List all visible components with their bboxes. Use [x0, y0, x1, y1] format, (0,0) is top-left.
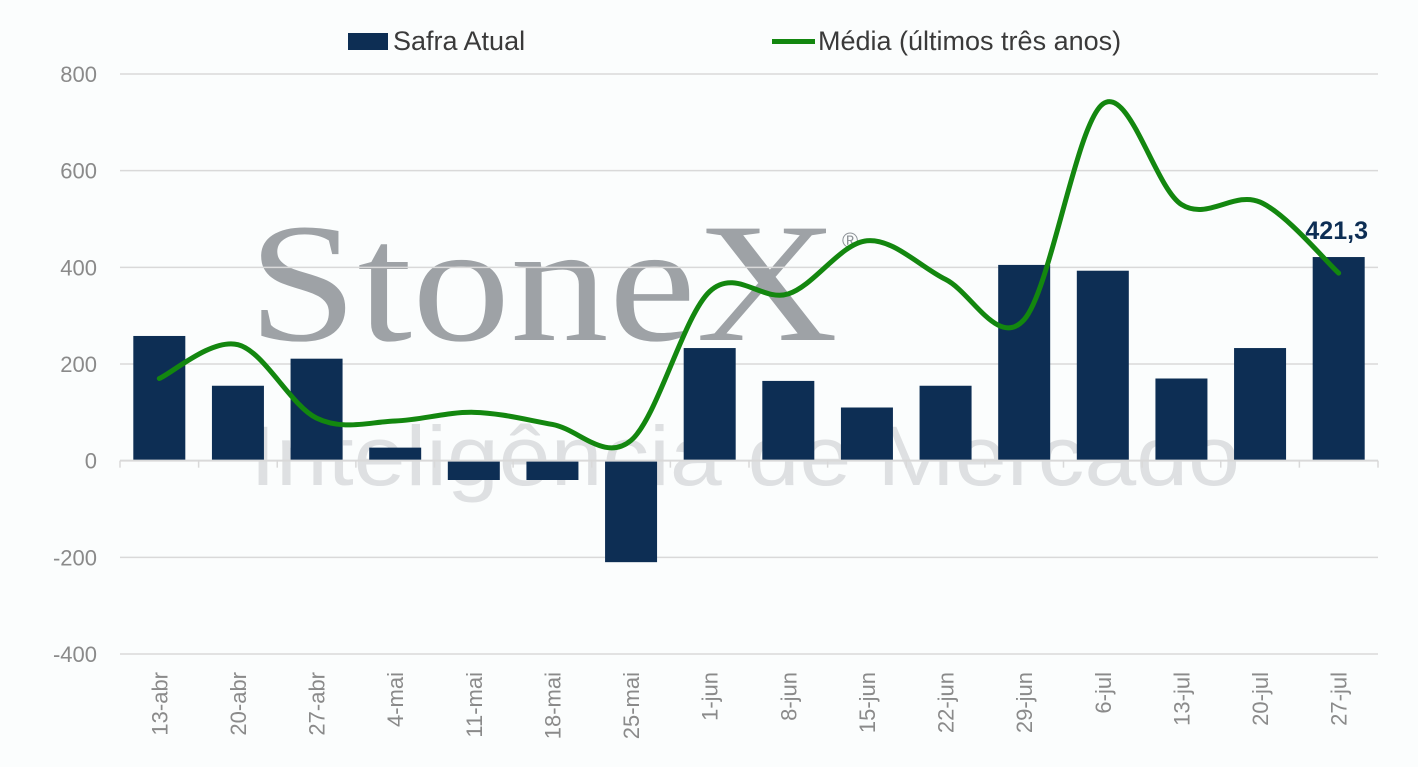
x-axis: [119, 459, 1379, 468]
x-tick-label: 13-abr: [147, 672, 172, 736]
x-tick-label: 20-abr: [226, 672, 251, 736]
data-labels: 421,3: [1305, 217, 1368, 245]
x-tick-label: 27-abr: [305, 672, 330, 736]
x-tick-label: 6-jul: [1091, 672, 1116, 714]
y-tick-label: 0: [85, 449, 97, 474]
legend: Safra Atual Média (últimos três anos): [348, 26, 1121, 56]
y-tick-label: 200: [60, 352, 97, 377]
bar-18-mai: [526, 460, 579, 480]
watermark-brand: StoneX: [248, 189, 838, 377]
x-tick-label: 4-mai: [383, 672, 408, 727]
legend-label-media: Média (últimos três anos): [818, 26, 1121, 56]
bar-27-jul: [1312, 257, 1365, 461]
x-tick-label: 20-jul: [1248, 672, 1273, 726]
line-series: [156, 99, 1342, 451]
x-tick-label: 11-mai: [462, 672, 487, 738]
bar-25-mai: [605, 460, 658, 563]
x-tick-label: 1-jun: [698, 672, 723, 721]
bar-11-mai: [447, 460, 500, 480]
bar-15-jun: [840, 407, 893, 461]
bar-1-jun: [683, 348, 736, 461]
y-tick-label: 400: [60, 255, 97, 280]
bar-13-jul: [1155, 378, 1208, 461]
y-tick-label: 800: [60, 62, 97, 87]
x-tick-labels: 13-abr 20-abr 27-abr 4-mai 11-mai 18-mai 25-ma…: [147, 672, 1351, 739]
bar-20-abr: [211, 385, 264, 461]
bar-22-jun: [919, 385, 972, 461]
x-tick-label: 25-mai: [619, 672, 644, 739]
x-tick-label: 8-jun: [776, 672, 801, 721]
bar-4-mai: [369, 447, 422, 461]
x-tick-label: 22-jun: [934, 672, 959, 733]
y-tick-label: -200: [53, 545, 97, 570]
y-tick-label: -400: [53, 642, 97, 667]
bar-13-abr: [133, 335, 186, 461]
legend-swatch-safra-atual: [348, 33, 388, 50]
bar-20-jul: [1234, 348, 1287, 461]
legend-label-safra-atual: Safra Atual: [393, 26, 525, 56]
bar-series: [133, 257, 1365, 563]
bar-27-abr: [290, 358, 343, 461]
y-axis: 800 600 400 200 0 -200 -400: [53, 62, 97, 667]
line-media-ultimos-tres-anos: [156, 99, 1342, 451]
x-tick-label: 15-jun: [855, 672, 880, 733]
gridlines: [120, 73, 1378, 655]
bar-8-jun: [762, 380, 815, 461]
x-tick-label: 27-jul: [1327, 672, 1352, 726]
x-tick-label: 29-jun: [1012, 672, 1037, 733]
x-tick-label: 13-jul: [1169, 672, 1194, 726]
bar-6-jul: [1076, 270, 1129, 461]
x-tick-label: 18-mai: [540, 672, 565, 739]
bar-29-jun: [998, 264, 1051, 461]
data-label-27-jul: 421,3: [1305, 217, 1368, 245]
y-tick-label: 600: [60, 159, 97, 184]
